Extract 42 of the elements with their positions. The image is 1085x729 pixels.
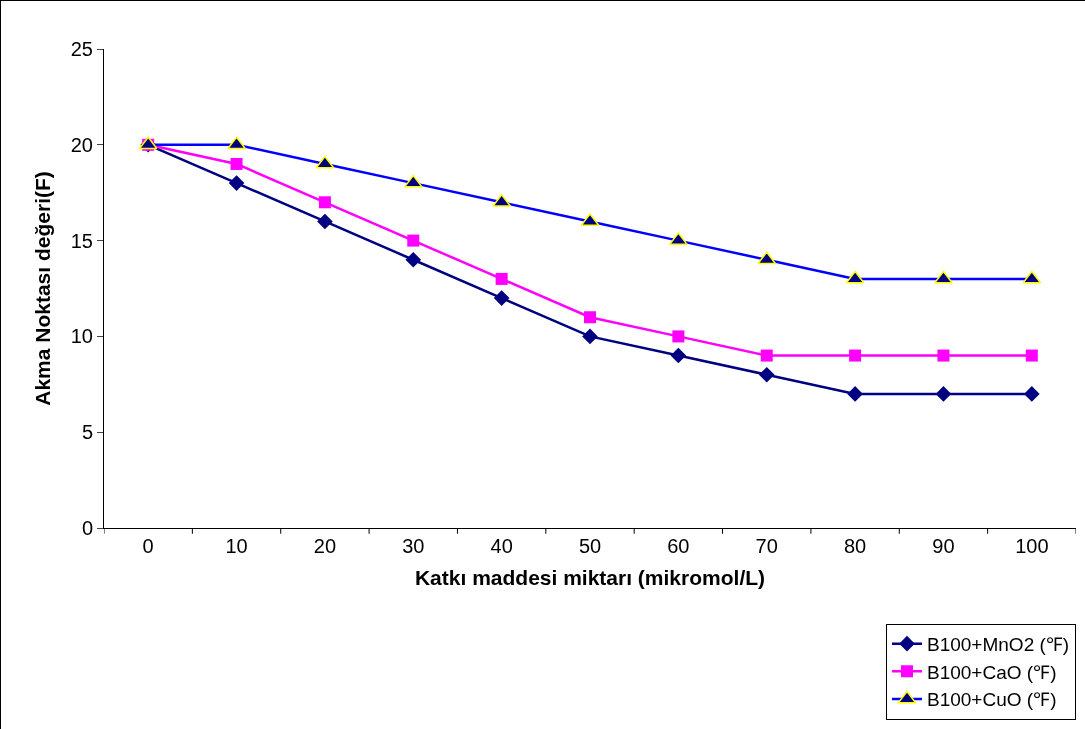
x-tick-label: 80	[843, 535, 867, 557]
point	[582, 328, 598, 345]
point	[230, 157, 243, 170]
y-tick-label: 10	[70, 325, 93, 348]
point	[937, 349, 950, 362]
x-tick-label: 20	[313, 535, 337, 557]
x-tick-label: 50	[578, 535, 602, 557]
point	[758, 366, 775, 383]
point	[1025, 349, 1038, 362]
x-axis-title: Katkı maddesi miktarı (mikromol/L)	[414, 566, 766, 590]
x-tick-label: 70	[755, 535, 778, 557]
point	[672, 330, 685, 343]
legend-label: B100+MnO2 (℉)	[927, 634, 1070, 656]
y-tick-label: 5	[81, 421, 93, 444]
point	[317, 213, 333, 230]
y-tick-label: 15	[70, 229, 93, 252]
x-tick-label: 100	[1015, 535, 1049, 557]
legend-label: B100+CuO (℉)	[927, 689, 1057, 711]
x-tick-label: 40	[490, 535, 513, 557]
point	[847, 386, 863, 402]
y-tick-label: 25	[70, 38, 93, 60]
x-tick-label: 30	[402, 535, 425, 557]
y-axis-title: Akma Noktası değeri(F)	[30, 171, 54, 406]
point	[318, 196, 331, 209]
point	[495, 272, 508, 285]
x-tick-label: 60	[667, 535, 690, 557]
y-tick-label: 0	[81, 517, 93, 539]
legend-label: B100+CaO (℉)	[927, 661, 1057, 683]
point	[228, 175, 245, 191]
point	[849, 349, 862, 362]
x-tick-label: 10	[225, 535, 248, 557]
x-tick-label: 90	[932, 535, 955, 557]
y-tick-label: 20	[70, 133, 93, 156]
point	[405, 251, 422, 268]
point	[760, 349, 773, 362]
point	[407, 234, 420, 247]
x-tick-label: 0	[142, 535, 154, 557]
point	[493, 290, 510, 306]
point	[670, 347, 687, 364]
point	[1024, 386, 1040, 402]
point	[584, 311, 596, 324]
point	[935, 386, 952, 402]
